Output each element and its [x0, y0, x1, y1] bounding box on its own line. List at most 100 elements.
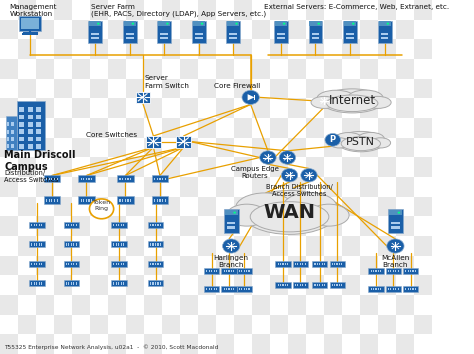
FancyBboxPatch shape — [76, 263, 77, 265]
FancyBboxPatch shape — [31, 282, 32, 285]
FancyBboxPatch shape — [306, 118, 324, 138]
FancyBboxPatch shape — [36, 122, 41, 127]
FancyBboxPatch shape — [68, 282, 69, 285]
FancyBboxPatch shape — [54, 39, 72, 59]
FancyBboxPatch shape — [306, 275, 324, 295]
Circle shape — [352, 23, 355, 25]
FancyBboxPatch shape — [334, 284, 335, 286]
FancyBboxPatch shape — [7, 137, 9, 141]
FancyBboxPatch shape — [72, 59, 90, 79]
FancyBboxPatch shape — [150, 282, 151, 285]
FancyBboxPatch shape — [36, 59, 54, 79]
Circle shape — [242, 90, 259, 104]
FancyBboxPatch shape — [108, 177, 126, 197]
FancyBboxPatch shape — [341, 263, 343, 265]
FancyBboxPatch shape — [11, 137, 14, 141]
FancyBboxPatch shape — [34, 224, 35, 226]
FancyBboxPatch shape — [252, 59, 270, 79]
FancyBboxPatch shape — [156, 199, 158, 202]
FancyBboxPatch shape — [68, 263, 69, 265]
FancyBboxPatch shape — [150, 224, 151, 226]
FancyBboxPatch shape — [71, 244, 72, 246]
FancyBboxPatch shape — [123, 224, 124, 226]
FancyBboxPatch shape — [108, 20, 126, 39]
FancyBboxPatch shape — [392, 288, 394, 290]
Circle shape — [387, 23, 389, 25]
FancyBboxPatch shape — [76, 282, 77, 285]
FancyBboxPatch shape — [19, 129, 24, 134]
FancyBboxPatch shape — [195, 33, 203, 35]
FancyBboxPatch shape — [241, 270, 242, 272]
FancyBboxPatch shape — [300, 263, 301, 265]
FancyBboxPatch shape — [162, 118, 180, 138]
FancyBboxPatch shape — [278, 263, 279, 265]
FancyBboxPatch shape — [311, 37, 319, 39]
FancyBboxPatch shape — [68, 224, 69, 226]
Text: T55325 Enterprise Network Analysis, u02a1  -  © 2010, Scott Macdonald: T55325 Enterprise Network Analysis, u02a… — [4, 345, 219, 350]
FancyBboxPatch shape — [309, 21, 322, 43]
FancyBboxPatch shape — [306, 79, 324, 98]
Circle shape — [235, 23, 238, 25]
FancyBboxPatch shape — [90, 157, 108, 177]
FancyBboxPatch shape — [225, 210, 237, 215]
FancyBboxPatch shape — [414, 39, 432, 59]
FancyBboxPatch shape — [302, 284, 303, 286]
FancyBboxPatch shape — [234, 118, 252, 138]
FancyBboxPatch shape — [164, 178, 166, 181]
Ellipse shape — [250, 202, 329, 232]
FancyBboxPatch shape — [31, 263, 32, 265]
Circle shape — [166, 23, 169, 25]
FancyBboxPatch shape — [36, 107, 41, 112]
FancyBboxPatch shape — [306, 39, 324, 59]
FancyBboxPatch shape — [44, 175, 60, 182]
FancyBboxPatch shape — [373, 270, 374, 272]
FancyBboxPatch shape — [146, 136, 161, 148]
FancyBboxPatch shape — [233, 270, 235, 272]
FancyBboxPatch shape — [160, 33, 168, 35]
Ellipse shape — [329, 138, 350, 148]
FancyBboxPatch shape — [90, 39, 108, 59]
FancyBboxPatch shape — [396, 216, 414, 236]
FancyBboxPatch shape — [155, 263, 156, 265]
FancyBboxPatch shape — [113, 244, 114, 246]
FancyBboxPatch shape — [160, 244, 161, 246]
FancyBboxPatch shape — [153, 224, 154, 226]
FancyBboxPatch shape — [160, 37, 168, 39]
FancyBboxPatch shape — [71, 263, 72, 265]
FancyBboxPatch shape — [66, 282, 67, 285]
FancyBboxPatch shape — [28, 137, 33, 142]
Ellipse shape — [283, 193, 337, 221]
Text: PSTN: PSTN — [346, 137, 375, 147]
FancyBboxPatch shape — [7, 130, 9, 133]
FancyBboxPatch shape — [111, 280, 127, 286]
FancyBboxPatch shape — [159, 178, 161, 181]
FancyBboxPatch shape — [0, 98, 18, 118]
FancyBboxPatch shape — [198, 236, 216, 256]
FancyBboxPatch shape — [54, 118, 72, 138]
FancyBboxPatch shape — [90, 0, 108, 20]
Circle shape — [90, 199, 114, 219]
FancyBboxPatch shape — [244, 288, 245, 290]
FancyBboxPatch shape — [180, 334, 198, 354]
FancyBboxPatch shape — [246, 288, 247, 290]
FancyBboxPatch shape — [72, 295, 90, 315]
FancyBboxPatch shape — [319, 284, 320, 286]
FancyBboxPatch shape — [22, 33, 38, 35]
FancyBboxPatch shape — [410, 270, 411, 272]
FancyBboxPatch shape — [108, 216, 126, 236]
FancyBboxPatch shape — [39, 282, 40, 285]
FancyBboxPatch shape — [288, 20, 306, 39]
FancyBboxPatch shape — [18, 315, 36, 334]
FancyBboxPatch shape — [159, 199, 161, 202]
Circle shape — [223, 239, 240, 253]
FancyBboxPatch shape — [54, 236, 72, 256]
FancyBboxPatch shape — [0, 295, 18, 315]
FancyBboxPatch shape — [396, 334, 414, 354]
FancyBboxPatch shape — [90, 315, 108, 334]
FancyBboxPatch shape — [160, 224, 161, 226]
FancyBboxPatch shape — [155, 282, 156, 285]
Circle shape — [325, 133, 340, 146]
FancyBboxPatch shape — [119, 199, 121, 202]
Text: Management
Workstation: Management Workstation — [9, 4, 57, 17]
FancyBboxPatch shape — [216, 177, 234, 197]
